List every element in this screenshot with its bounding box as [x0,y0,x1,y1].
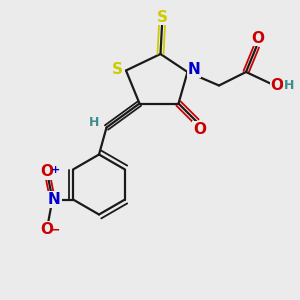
Text: O: O [40,164,53,179]
Text: N: N [188,62,200,77]
Text: N: N [48,192,61,207]
Text: H: H [89,116,99,129]
Text: S: S [157,10,167,25]
Text: S: S [112,61,122,76]
Text: O: O [251,31,265,46]
Text: O: O [40,222,53,237]
Text: H: H [284,79,294,92]
Text: O: O [193,122,206,136]
Text: −: − [50,224,60,237]
Text: O: O [270,78,284,93]
Text: +: + [50,165,60,175]
